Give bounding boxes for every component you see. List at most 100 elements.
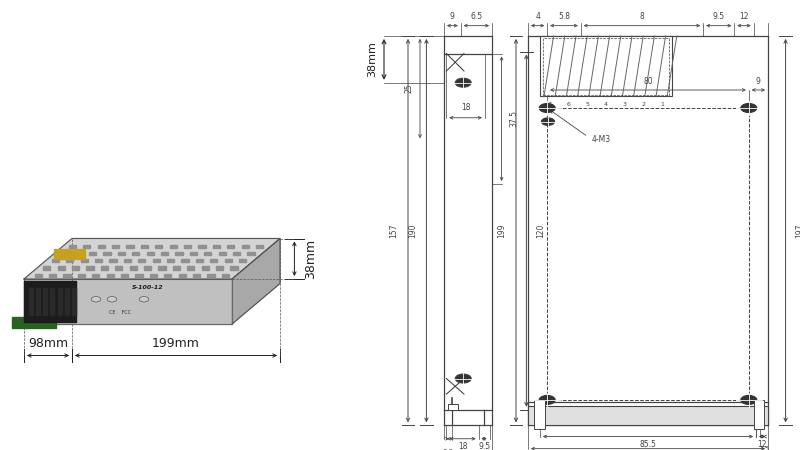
Bar <box>150 274 157 277</box>
Polygon shape <box>24 281 76 322</box>
Bar <box>72 266 79 270</box>
Bar <box>227 245 234 248</box>
Bar <box>216 266 223 270</box>
Bar <box>126 245 134 248</box>
Polygon shape <box>12 317 56 328</box>
Bar <box>60 252 67 255</box>
Text: 18: 18 <box>461 104 470 112</box>
Bar <box>247 252 254 255</box>
Bar <box>233 252 240 255</box>
Bar <box>187 266 194 270</box>
Bar <box>170 245 177 248</box>
Text: 6.5: 6.5 <box>470 12 482 21</box>
Bar <box>256 245 263 248</box>
Bar <box>69 245 76 248</box>
Text: 4: 4 <box>535 12 540 21</box>
Bar <box>43 266 50 270</box>
Bar <box>222 274 229 277</box>
Circle shape <box>741 396 757 405</box>
Text: 8: 8 <box>640 12 644 21</box>
Bar <box>52 259 59 262</box>
Bar <box>225 259 232 262</box>
Bar <box>106 274 114 277</box>
Bar <box>230 266 238 270</box>
Text: S-100-12: S-100-12 <box>132 284 164 290</box>
Bar <box>178 274 186 277</box>
Bar <box>204 252 211 255</box>
Bar <box>103 252 110 255</box>
Bar <box>158 266 166 270</box>
Bar <box>29 288 33 315</box>
Bar <box>448 404 458 410</box>
Bar <box>66 259 74 262</box>
Bar <box>175 252 182 255</box>
Bar <box>132 252 139 255</box>
Bar <box>101 266 108 270</box>
Text: 190: 190 <box>408 223 417 238</box>
Circle shape <box>741 104 757 112</box>
Text: 4: 4 <box>604 102 608 107</box>
Text: 3.5: 3.5 <box>442 449 454 450</box>
Bar <box>65 288 69 315</box>
Bar <box>173 266 180 270</box>
Text: 37.5: 37.5 <box>510 110 518 127</box>
Bar <box>130 266 137 270</box>
Bar <box>115 266 122 270</box>
Bar <box>118 252 125 255</box>
Bar <box>543 38 669 94</box>
Circle shape <box>542 118 554 125</box>
Circle shape <box>455 78 471 87</box>
Bar <box>754 400 764 429</box>
Bar <box>86 266 94 270</box>
Circle shape <box>91 297 101 302</box>
Bar <box>242 245 249 248</box>
Text: 2: 2 <box>642 102 646 107</box>
Text: 98mm: 98mm <box>28 337 68 350</box>
Bar <box>112 245 119 248</box>
Bar <box>213 245 220 248</box>
Bar <box>89 252 96 255</box>
Bar <box>218 252 226 255</box>
Bar <box>43 288 47 315</box>
Polygon shape <box>232 238 280 324</box>
Bar <box>58 266 65 270</box>
Bar <box>207 274 214 277</box>
Text: 12: 12 <box>739 12 749 21</box>
Bar <box>540 36 672 96</box>
Text: CE    FCC: CE FCC <box>109 310 131 315</box>
Bar <box>144 266 151 270</box>
Circle shape <box>107 297 117 302</box>
Text: 9: 9 <box>450 12 455 21</box>
Text: 120: 120 <box>536 224 545 238</box>
Circle shape <box>455 374 471 383</box>
Bar <box>50 288 54 315</box>
Text: 5.8: 5.8 <box>558 12 570 21</box>
Bar <box>138 259 146 262</box>
Text: 9.5: 9.5 <box>713 12 725 21</box>
Text: 197: 197 <box>795 223 800 238</box>
Text: 7: 7 <box>547 102 551 107</box>
Text: 18: 18 <box>458 442 467 450</box>
Text: 25: 25 <box>405 84 414 93</box>
Bar <box>135 274 142 277</box>
Text: 5: 5 <box>586 102 589 107</box>
Bar <box>95 259 102 262</box>
Text: 38mm: 38mm <box>368 41 378 77</box>
Text: 80: 80 <box>643 76 653 86</box>
Bar <box>202 266 209 270</box>
Bar <box>164 274 171 277</box>
Text: 4-M3: 4-M3 <box>592 135 611 144</box>
Bar <box>54 249 85 259</box>
Bar <box>110 259 117 262</box>
Bar <box>81 259 88 262</box>
Bar <box>63 274 70 277</box>
Bar <box>239 259 246 262</box>
Bar <box>34 274 42 277</box>
Bar <box>534 400 545 429</box>
Bar <box>49 274 56 277</box>
Text: 1: 1 <box>661 102 665 107</box>
Bar <box>83 245 90 248</box>
Circle shape <box>139 297 149 302</box>
Bar <box>72 288 76 315</box>
Text: 199: 199 <box>498 223 506 238</box>
